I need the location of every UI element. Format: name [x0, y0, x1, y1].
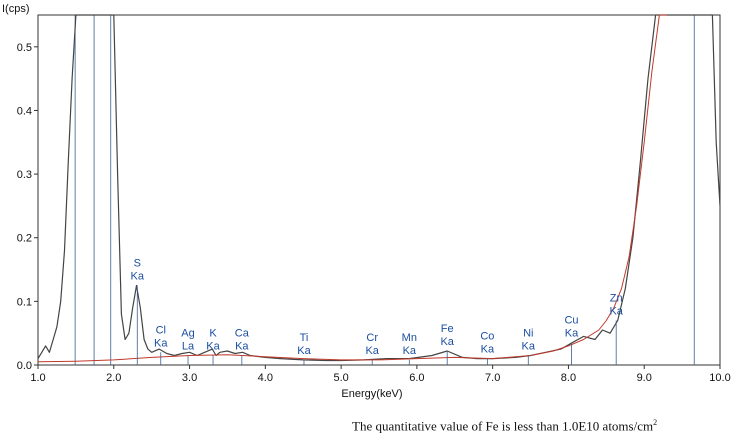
x-tick-label: 5.0 — [333, 372, 348, 384]
peak-element-label: Mn — [402, 332, 417, 344]
y-axis-title: I(cps) — [2, 3, 30, 15]
peak-element-label: Cl — [156, 324, 166, 336]
y-tick-label: 0.1 — [17, 296, 32, 308]
element-markers — [74, 15, 695, 365]
peak-line-label: Ka — [565, 328, 579, 340]
y-tick-label: 0.4 — [17, 105, 32, 117]
fit-spectrum-line — [37, 14, 667, 363]
caption-superscript: 2 — [653, 418, 658, 427]
caption: The quantitative value of Fe is less tha… — [352, 418, 657, 434]
peak-element-label: Zn — [610, 292, 623, 304]
x-axis-ticks: 1.0 2.0 3.0 4.0 5.0 6.0 7.0 8.0 9.0 10.0 — [30, 365, 731, 384]
peak-line-label: Ka — [365, 345, 379, 357]
x-tick-label: 7.0 — [485, 372, 500, 384]
peak-line-label: Ka — [131, 270, 145, 282]
peak-element-label: Fe — [441, 323, 454, 335]
peak-line-label: Ka — [154, 337, 168, 349]
y-tick-label: 0.0 — [17, 360, 32, 372]
peak-line-label: Ka — [522, 340, 536, 352]
x-tick-label: 10.0 — [709, 372, 730, 384]
x-tick-label: 6.0 — [409, 372, 424, 384]
peak-element-label: K — [209, 327, 217, 339]
peak-line-label: Ka — [481, 344, 495, 356]
peak-element-label: Co — [480, 331, 494, 343]
peak-element-label: S — [134, 257, 141, 269]
peak-line-label: Ka — [235, 340, 249, 352]
plot-area — [37, 14, 721, 366]
peak-line-label: Ka — [609, 305, 623, 317]
y-axis-ticks: 0.0 0.1 0.2 0.3 0.4 0.5 — [17, 42, 38, 372]
peak-line-label: Ka — [440, 336, 454, 348]
y-tick-label: 0.2 — [17, 233, 32, 245]
peak-line-label: Ka — [403, 345, 417, 357]
x-tick-label: 4.0 — [258, 372, 273, 384]
peak-element-label: Ni — [523, 327, 533, 339]
peak-line-label: Ka — [206, 340, 220, 352]
peak-element-label: Ca — [235, 327, 250, 339]
measured-spectrum-line — [37, 14, 721, 362]
x-tick-label: 2.0 — [106, 372, 121, 384]
x-tick-label: 3.0 — [182, 372, 197, 384]
x-axis-title: Energy(keV) — [341, 388, 402, 400]
x-tick-label: 9.0 — [637, 372, 652, 384]
peak-element-label: Ag — [181, 327, 194, 339]
peak-element-label: Ti — [300, 332, 309, 344]
peak-line-label: Ka — [297, 345, 311, 357]
peak-line-label: La — [182, 340, 195, 352]
y-tick-label: 0.5 — [17, 42, 32, 54]
y-tick-label: 0.3 — [17, 169, 32, 181]
peak-element-label: Cu — [564, 315, 578, 327]
caption-text: The quantitative value of Fe is less tha… — [352, 418, 654, 434]
x-tick-label: 1.0 — [30, 372, 45, 384]
xrf-spectrum-chart: I(cps) Energy(keV) 1.0 2.0 3.0 4.0 5.0 6.0 7.0… — [2, 3, 731, 400]
spectrum-series — [37, 14, 721, 363]
peak-element-label: Cr — [366, 332, 378, 344]
x-tick-label: 8.0 — [561, 372, 576, 384]
